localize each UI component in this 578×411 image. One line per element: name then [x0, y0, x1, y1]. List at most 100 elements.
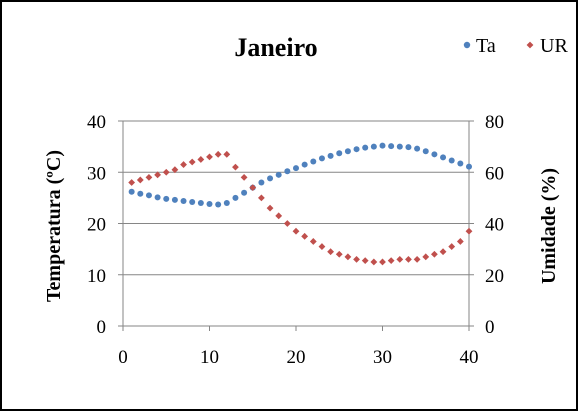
ur-point [431, 250, 438, 258]
ta-point [448, 157, 455, 164]
y-tick-label: 40 [87, 112, 106, 133]
ta-point [414, 145, 421, 152]
ta-point [163, 195, 170, 202]
ta-point [180, 197, 187, 204]
ur-point [387, 257, 395, 265]
ta-point [370, 143, 377, 150]
axes [118, 120, 474, 331]
x-tick-label: 20 [287, 347, 306, 368]
ur-point [318, 243, 326, 250]
y-axis-title: Temperatura (ºC) [43, 150, 65, 302]
ta-point [457, 160, 464, 167]
y-tick-label: 20 [87, 215, 106, 236]
ur-point [396, 255, 404, 263]
y-tick-label: 10 [87, 266, 106, 287]
y2-tick-label: 40 [485, 215, 504, 236]
ta-point [145, 192, 152, 199]
ta-point [379, 142, 386, 149]
ta-point [344, 148, 351, 155]
ur-point [439, 248, 447, 256]
y2-axis-title: Umidade (%) [538, 168, 560, 284]
ta-point [128, 188, 135, 195]
y2-tick-labels: 0 20 40 60 80 [485, 112, 504, 338]
ur-point [422, 253, 430, 261]
ur-point [249, 184, 257, 192]
x-tick-label: 10 [200, 347, 219, 368]
ta-point [310, 158, 317, 165]
ta-point [241, 189, 248, 196]
ur-point [413, 255, 421, 263]
legend: Ta UR [463, 35, 568, 57]
ta-point [466, 163, 472, 170]
ur-point [214, 150, 222, 158]
ta-point [336, 150, 343, 157]
ta-point [137, 190, 144, 197]
legend-label-ta: Ta [476, 35, 496, 57]
ta-point [318, 155, 325, 162]
ur-point [136, 176, 144, 184]
ta-point [293, 165, 299, 172]
ur-point [405, 255, 412, 263]
ta-point [396, 143, 403, 150]
ta-point [275, 171, 282, 178]
ta-point [197, 200, 204, 206]
series-ta [128, 142, 472, 208]
ur-point [162, 168, 170, 176]
ta-point [267, 175, 274, 182]
ta-point [284, 168, 291, 175]
ta-point [258, 179, 265, 186]
ta-point [215, 201, 222, 208]
y-tick-label: 0 [97, 317, 107, 338]
ta-point [232, 194, 239, 201]
ur-point [335, 250, 343, 258]
ur-point [240, 173, 248, 181]
chart-title: Janeiro [234, 33, 317, 62]
ur-point [465, 227, 473, 235]
ta-point [422, 148, 429, 155]
ur-point [154, 171, 161, 179]
gridlines [123, 120, 469, 276]
ur-point [353, 255, 360, 263]
series-ur [128, 150, 473, 266]
ur-point [197, 156, 205, 163]
ta-point [431, 151, 438, 158]
ta-point [440, 154, 447, 161]
legend-marker-ta [463, 41, 471, 49]
ta-point [301, 161, 308, 168]
ur-point [292, 227, 300, 235]
ur-point [145, 173, 153, 181]
ta-point [405, 144, 412, 151]
ta-point [189, 198, 196, 205]
ur-point [379, 258, 386, 266]
y2-tick-label: 0 [485, 317, 495, 338]
ur-point [223, 150, 231, 158]
y-tick-label: 30 [87, 163, 106, 184]
ur-point [258, 194, 265, 202]
ur-point [283, 220, 291, 227]
x-tick-label: 30 [373, 347, 392, 368]
x-tick-label: 0 [118, 347, 128, 368]
ur-point [232, 163, 239, 171]
ur-point [361, 257, 369, 265]
ta-point [388, 143, 395, 150]
ta-point [171, 196, 178, 203]
ur-point [327, 248, 334, 256]
ur-point [266, 204, 274, 212]
ta-point [206, 201, 213, 208]
ta-point [223, 200, 230, 206]
y2-tick-label: 20 [485, 266, 504, 287]
y-tick-labels: 0 10 20 30 40 [87, 112, 106, 338]
ur-point [370, 258, 378, 266]
legend-label-ur: UR [540, 35, 568, 57]
ur-point [188, 158, 196, 166]
legend-marker-ur [526, 41, 534, 49]
ur-point [180, 161, 187, 168]
ta-point [154, 194, 161, 201]
ur-point [448, 243, 456, 250]
x-tick-labels: 0 10 20 30 40 [118, 347, 478, 368]
ur-point [128, 179, 136, 186]
ta-point [327, 152, 334, 159]
ur-point [275, 212, 283, 220]
ur-point [456, 238, 464, 245]
